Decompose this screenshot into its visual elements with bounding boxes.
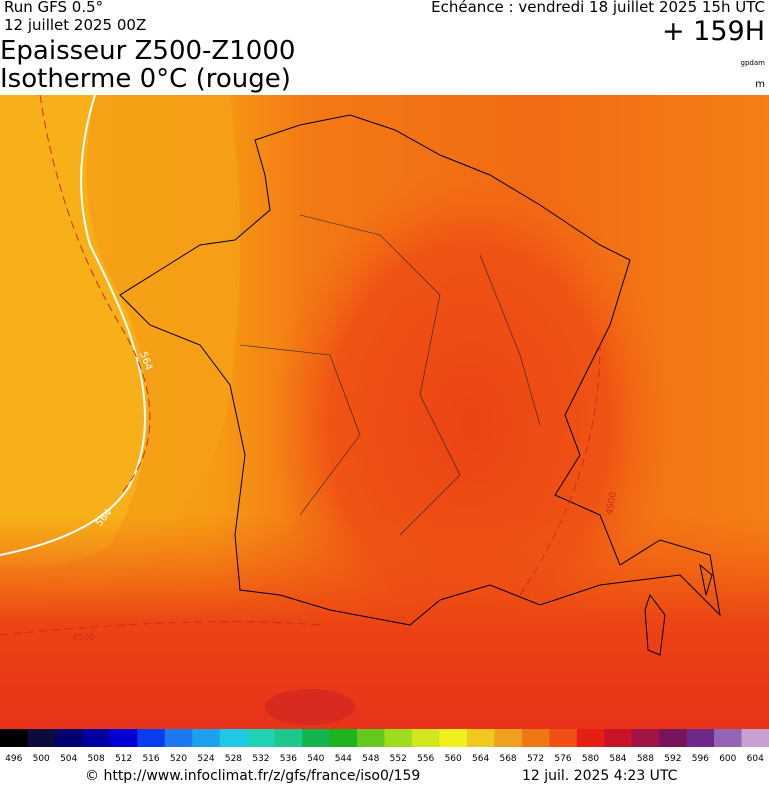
colorbar-label: 576 — [554, 754, 571, 764]
colorbar-cell — [109, 729, 138, 747]
colorbar-cell — [164, 729, 193, 747]
colorbar-label: 544 — [335, 754, 352, 764]
colorbar-cell — [192, 729, 221, 747]
run-label: Run GFS 0.5° — [4, 0, 104, 16]
colorbar-label: 532 — [252, 754, 269, 764]
colorbar-label: 600 — [719, 754, 736, 764]
cool-zone — [0, 95, 148, 568]
colorbar-cell — [494, 729, 523, 747]
colorbar-cell — [714, 729, 743, 747]
subtitle: Isotherme 0°C (rouge) — [0, 64, 291, 94]
colorbar-cell — [604, 729, 633, 747]
colorbar-label: 548 — [362, 754, 379, 764]
colorbar-cell — [357, 729, 385, 747]
colorbar-cell — [521, 729, 550, 747]
colorbar-cell — [686, 729, 715, 747]
title: Epaisseur Z500-Z1000 — [0, 36, 296, 66]
contour-label: 4500 — [72, 633, 95, 643]
colorbar-label: 540 — [307, 754, 324, 764]
colorbar-cell — [466, 729, 495, 747]
colorbar-cell — [0, 729, 28, 747]
colorbar-label: 572 — [527, 754, 544, 764]
unit-thickness: gpdam — [740, 59, 765, 67]
colorbar-label: 568 — [499, 754, 516, 764]
colorbar-label: 584 — [609, 754, 626, 764]
colorbar-label: 500 — [33, 754, 50, 764]
colorbar-cell — [27, 729, 56, 747]
footer-time: 12 juil. 2025 4:23 UTC — [522, 768, 678, 784]
colorbar-label: 520 — [170, 754, 187, 764]
colorbar-cell — [219, 729, 248, 747]
colorbar-label: 536 — [280, 754, 297, 764]
valid-time: Echéance : vendredi 18 juillet 2025 15h … — [431, 0, 765, 16]
colorbar-cell — [54, 729, 83, 747]
colorbar-cell — [659, 729, 688, 747]
colorbar-label: 580 — [582, 754, 599, 764]
run-date: 12 juillet 2025 00Z — [4, 16, 147, 34]
borders — [239, 214, 541, 536]
colorbar-label: 604 — [747, 754, 764, 764]
contour-564 — [0, 95, 146, 556]
colorbar-cell — [384, 729, 413, 747]
isotherm-0c — [0, 95, 601, 636]
colorbar-label: 528 — [225, 754, 242, 764]
colorbar-label: 508 — [88, 754, 105, 764]
colorbar-cell — [274, 729, 303, 747]
colorbar-cell — [576, 729, 605, 747]
colorbar-cell — [741, 729, 769, 747]
map: 564 564 4500 4500 — [0, 95, 769, 729]
colorbar-label: 552 — [390, 754, 407, 764]
colorbar-cell — [302, 729, 331, 747]
hot-spot — [265, 689, 355, 725]
lead-time: + 159H — [661, 16, 765, 47]
colorbar-label: 592 — [664, 754, 681, 764]
colorbar-label: 504 — [60, 754, 77, 764]
colorbar-label: 596 — [692, 754, 709, 764]
colorbar-cell — [247, 729, 276, 747]
south-warm — [0, 515, 769, 729]
colorbar-cell — [631, 729, 660, 747]
colorbar-cell — [329, 729, 358, 747]
mild-zone — [0, 95, 240, 595]
colorbar-label: 564 — [472, 754, 489, 764]
colorbar: 496 500 504 508 512 516 520 524 528 532 536 540 544 5… — [0, 729, 769, 764]
colorbar-cell — [439, 729, 468, 747]
colorbar-cell — [549, 729, 578, 747]
colorbar-label: 512 — [115, 754, 132, 764]
colorbar-label: 556 — [417, 754, 434, 764]
colorbar-label: 496 — [5, 754, 22, 764]
contour-label: 4500 — [605, 491, 619, 516]
coastline — [119, 114, 721, 626]
colorbar-label: 588 — [637, 754, 654, 764]
unit-iso: m — [755, 79, 765, 90]
footer-url: © http://www.infoclimat.fr/z/gfs/france/… — [85, 768, 421, 784]
colorbar-label: 560 — [445, 754, 462, 764]
colorbar-label: 516 — [142, 754, 159, 764]
colorbar-cell — [137, 729, 166, 747]
islands — [644, 563, 713, 656]
colorbar-cell — [411, 729, 440, 747]
colorbar-label: 524 — [197, 754, 214, 764]
colorbar-cell — [82, 729, 111, 747]
